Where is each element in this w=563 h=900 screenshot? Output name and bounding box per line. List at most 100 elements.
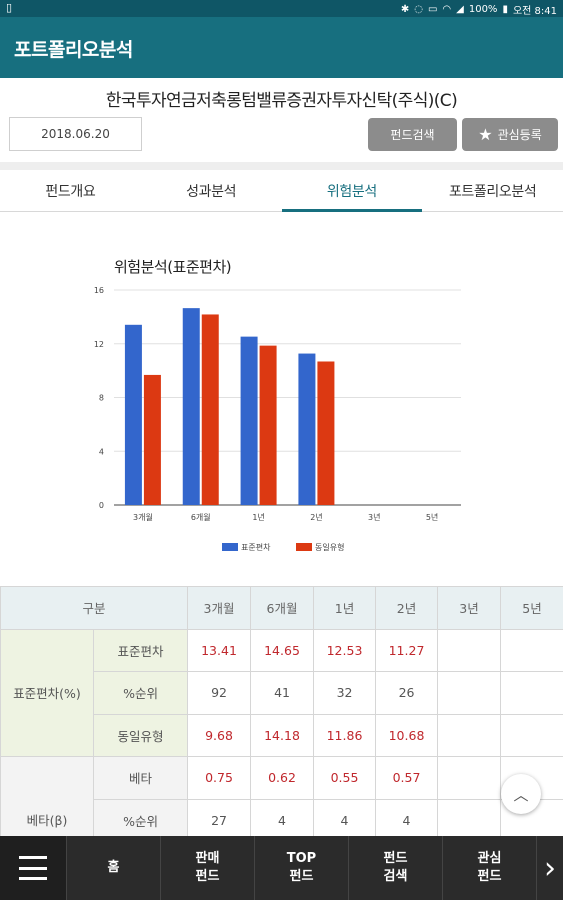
nav-top-funds[interactable]: TOP 펀드 xyxy=(254,836,348,900)
fund-search-label: 펀드검색 xyxy=(390,128,435,142)
chart-bar xyxy=(240,336,258,505)
table-cell: 10.68 xyxy=(375,713,439,757)
bottom-nav: 홈 판매 펀드 TOP 펀드 펀드 검색 관심 펀드 › xyxy=(0,836,563,900)
table-cell xyxy=(500,671,563,715)
x-tick-label: 1년 xyxy=(252,512,264,522)
legend-swatch xyxy=(222,543,238,551)
table-row: 베타(β) 베타 0.75 0.62 0.55 0.57 xyxy=(0,756,563,842)
bluetooth-icon: ✱ xyxy=(400,3,410,15)
header-2y: 2년 xyxy=(375,586,439,630)
table-cell: 32 xyxy=(313,671,377,715)
table-cell: 11.86 xyxy=(313,713,377,757)
tab-performance[interactable]: 성과분석 xyxy=(141,170,282,211)
tab-risk-analysis[interactable]: 위험분석 xyxy=(281,170,423,212)
header-6m: 6개월 xyxy=(250,586,315,630)
table-cell: 0.62 xyxy=(250,756,315,800)
table-cell: 11.27 xyxy=(375,628,439,672)
y-tick-label: 12 xyxy=(94,340,104,349)
table-cell: 0.75 xyxy=(187,756,252,800)
add-favorite-label: 관심등록 xyxy=(497,128,542,142)
chart-bar xyxy=(124,324,142,505)
tab-label: 펀드개요 xyxy=(45,183,96,200)
table-cell xyxy=(437,756,502,800)
table-cell: 26 xyxy=(375,671,439,715)
table-row: 표준편차(%) 표준편차 13.41 14.65 12.53 11.27 xyxy=(0,628,563,757)
status-icons: ✱ ◌ ▭ ◠ ◢ 100% ▮ 오전 8:41 xyxy=(400,2,557,18)
row-label: 베타 xyxy=(92,756,189,800)
risk-chart: 위험분석(표준편차) 0 4 8 12 16 3개월 6개월 1년 2년 3년 5년 표준편차 동일유형 xyxy=(0,213,563,585)
y-tick-label: 16 xyxy=(94,286,104,295)
table-header-row: 구분 3개월 6개월 1년 2년 3년 5년 xyxy=(0,586,563,630)
date-field[interactable]: 2018.06.20 xyxy=(9,117,142,151)
section-divider xyxy=(0,162,563,170)
tab-label: 성과분석 xyxy=(186,183,237,200)
chart-bar xyxy=(259,345,277,505)
signal-icon: ◢ xyxy=(456,3,464,15)
table-cell: 0.57 xyxy=(375,756,439,800)
table-cell xyxy=(437,628,502,672)
header-5y: 5년 xyxy=(500,586,563,630)
chart-bar xyxy=(298,353,316,505)
table-cell xyxy=(437,713,502,757)
x-tick-label: 3개월 xyxy=(133,512,153,522)
nav-fund-search[interactable]: 펀드 검색 xyxy=(348,836,442,900)
star-icon: ★ xyxy=(478,124,493,144)
table-cell: 27 xyxy=(187,798,252,842)
row-label: 표준편차 xyxy=(92,628,189,672)
x-tick-label: 3년 xyxy=(368,512,380,522)
tab-portfolio[interactable]: 포트폴리오분석 xyxy=(422,170,563,211)
battery-level: 100% xyxy=(468,4,498,15)
chart-title: 위험분석(표준편차) xyxy=(114,258,232,276)
header-3y: 3년 xyxy=(437,586,502,630)
table-cell xyxy=(437,671,502,715)
table-cell: 14.65 xyxy=(250,628,315,672)
row-label: %순위 xyxy=(92,671,189,715)
fund-search-button[interactable]: 펀드검색 xyxy=(368,118,457,151)
add-favorite-button[interactable]: ★ 관심등록 xyxy=(462,118,558,151)
table-cell: 41 xyxy=(250,671,315,715)
app-title: 포트폴리오분석 xyxy=(14,39,133,61)
table-cell: 12.53 xyxy=(313,628,377,672)
row-label: 동일유형 xyxy=(92,713,189,757)
row-label: %순위 xyxy=(92,798,189,842)
y-tick-label: 8 xyxy=(99,394,104,403)
nav-favorite-funds[interactable]: 관심 펀드 xyxy=(442,836,536,900)
chart-bar xyxy=(182,308,200,505)
legend-swatch xyxy=(296,543,312,551)
chevron-up-icon: ︿ xyxy=(513,785,529,804)
app-bar: 포트폴리오분석 xyxy=(0,17,563,78)
x-tick-label: 5년 xyxy=(426,512,438,522)
status-bar: ▯ ✱ ◌ ▭ ◠ ◢ 100% ▮ 오전 8:41 xyxy=(0,0,563,17)
tab-bar: 펀드개요 성과분석 위험분석 포트폴리오분석 xyxy=(0,170,563,212)
table-cell xyxy=(437,798,502,842)
chart-bar xyxy=(317,361,335,505)
notification-icon: ▯ xyxy=(6,1,13,14)
nfc-icon: ▭ xyxy=(427,3,438,15)
table-cell: 9.68 xyxy=(187,713,252,757)
risk-table: 구분 3개월 6개월 1년 2년 3년 5년 표준편차(%) 표준편차 13.4… xyxy=(0,586,563,842)
table-cell: 14.18 xyxy=(250,713,315,757)
fund-name: 한국투자연금저축롱텀밸류증권자투자신탁(주식)(C) xyxy=(105,91,458,111)
status-time: 오전 8:41 xyxy=(512,6,557,17)
table-cell xyxy=(500,713,563,757)
tab-label: 포트폴리오분석 xyxy=(448,183,537,200)
nav-home[interactable]: 홈 xyxy=(66,836,160,900)
scroll-top-button[interactable]: ︿ xyxy=(501,774,541,814)
menu-button[interactable] xyxy=(0,836,66,900)
y-tick-label: 4 xyxy=(99,447,104,456)
table-cell: 13.41 xyxy=(187,628,252,672)
tab-fund-overview[interactable]: 펀드개요 xyxy=(0,170,141,211)
std-group-label: 표준편차(%) xyxy=(0,628,94,757)
chevron-right-icon: › xyxy=(544,850,556,886)
nav-sale-funds[interactable]: 판매 펀드 xyxy=(160,836,254,900)
nav-next-button[interactable]: › xyxy=(536,836,563,900)
table-row: 동일유형 9.68 14.18 11.86 10.68 xyxy=(1,713,563,757)
legend-label: 표준편차 xyxy=(241,542,271,552)
chart-bar xyxy=(143,374,161,505)
x-tick-label: 6개월 xyxy=(191,512,211,522)
table-cell: 4 xyxy=(250,798,315,842)
table-cell: 4 xyxy=(313,798,377,842)
x-tick-label: 2년 xyxy=(310,512,322,522)
